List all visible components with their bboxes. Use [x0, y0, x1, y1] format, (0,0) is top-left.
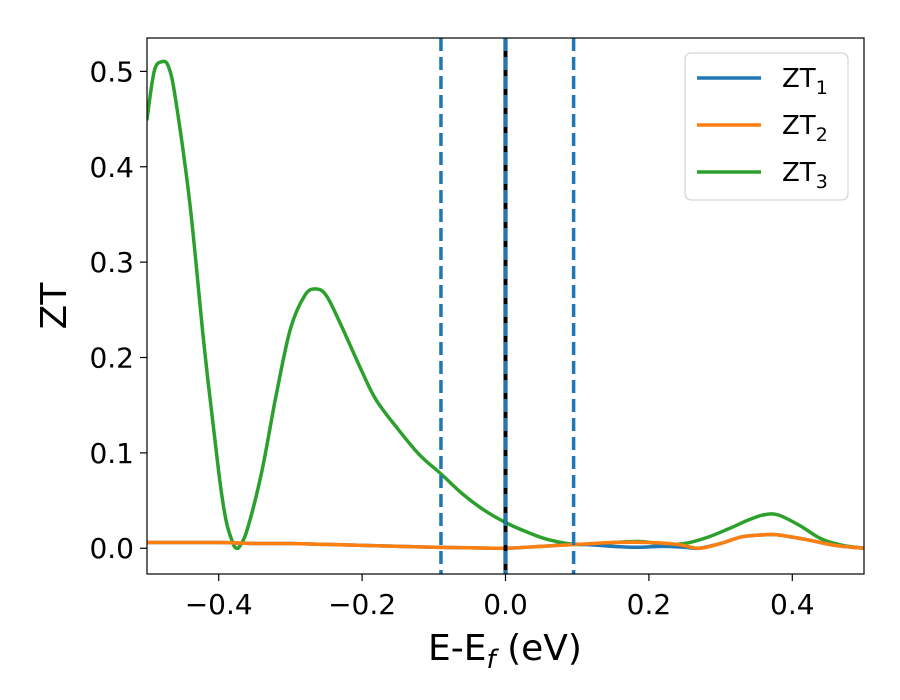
series-line-zt3 — [147, 59, 864, 551]
legend-label-zt3: ZT3 — [782, 158, 828, 193]
x-tick-label: 0.0 — [483, 588, 528, 621]
x-tick-label: −0.2 — [328, 588, 396, 621]
y-tick-label: 0.3 — [89, 246, 134, 279]
reference-lines — [439, 38, 576, 574]
x-tick-label: −0.4 — [185, 588, 253, 621]
legend-label-zt1: ZT1 — [782, 64, 828, 99]
y-tick-label: 0.5 — [89, 55, 134, 88]
legend-label-zt2: ZT2 — [782, 111, 828, 146]
legend: ZT1 ZT2 ZT3 — [684, 52, 849, 201]
y-tick-label: 0.1 — [89, 437, 134, 470]
series-line-zt2 — [147, 532, 864, 551]
y-axis-label: ZT — [34, 282, 75, 330]
x-axis-label: E-Ef (eV) — [428, 628, 582, 675]
x-axis: −0.4 −0.2 0.0 0.2 0.4 — [185, 574, 815, 621]
legend-box — [684, 52, 849, 201]
y-tick-label: 0.4 — [89, 151, 134, 184]
plot-area — [147, 59, 864, 551]
x-tick-label: 0.2 — [627, 588, 672, 621]
x-tick-label: 0.4 — [770, 588, 815, 621]
y-tick-label: 0.0 — [89, 532, 134, 565]
y-tick-label: 0.2 — [89, 342, 134, 375]
y-axis: 0.0 0.1 0.2 0.3 0.4 0.5 — [89, 55, 147, 565]
